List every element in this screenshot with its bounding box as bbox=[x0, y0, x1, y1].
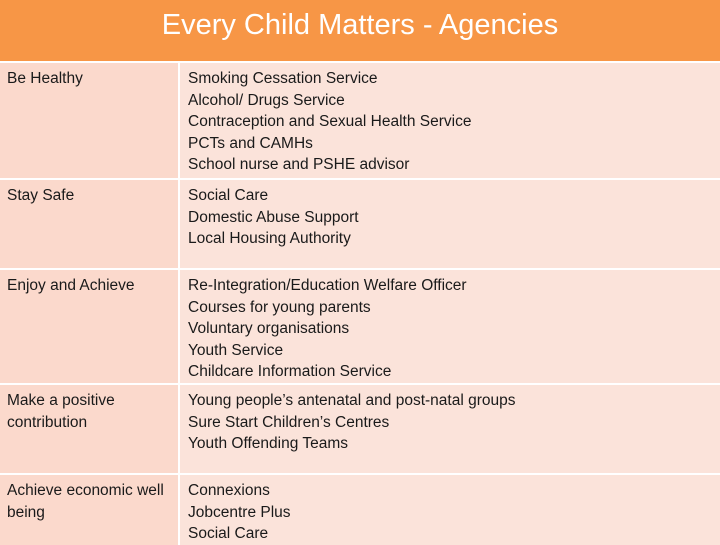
service-item: Youth Service bbox=[188, 341, 284, 359]
services-cell: Re-Integration/Education Welfare Officer… bbox=[178, 268, 720, 384]
service-item: Childcare Information Service bbox=[188, 363, 392, 381]
table-row: Enjoy and Achieve Re-Integration/Educati… bbox=[0, 268, 720, 384]
outcome-cell: Be Healthy bbox=[0, 61, 179, 179]
service-item: Smoking Cessation Service bbox=[188, 70, 378, 87]
service-item: Contraception and Sexual Health Service bbox=[188, 113, 472, 131]
service-item: Domestic Abuse Support bbox=[188, 208, 359, 226]
service-item: Jobcentre Plus bbox=[188, 503, 291, 521]
services-cell: Social Care Domestic Abuse Support Local… bbox=[178, 178, 720, 269]
services-cell: Connexions Jobcentre Plus Social Care bbox=[178, 473, 720, 545]
outcome-label: Enjoy and Achieve bbox=[7, 277, 135, 294]
outcome-cell: Stay Safe bbox=[0, 178, 179, 269]
table-row: Achieve economic well being Connexions J… bbox=[0, 473, 720, 545]
service-item: Sure Start Children’s Centres bbox=[188, 413, 390, 431]
service-item: Connexions bbox=[188, 482, 270, 499]
service-item: Alcohol/ Drugs Service bbox=[188, 91, 345, 109]
agencies-table: Be Healthy Smoking Cessation Service Alc… bbox=[0, 61, 720, 545]
outcome-label: Stay Safe bbox=[7, 187, 75, 204]
outcome-cell: Achieve economic well being bbox=[0, 473, 179, 545]
page-title: Every Child Matters - Agencies bbox=[161, 9, 559, 41]
service-item: Courses for young parents bbox=[188, 298, 371, 316]
service-item: School nurse and PSHE advisor bbox=[188, 156, 410, 174]
service-item: Local Housing Authority bbox=[188, 230, 351, 248]
service-item: Young people’s antenatal and post-natal … bbox=[188, 392, 516, 409]
service-item: PCTs and CAMHs bbox=[188, 134, 313, 152]
service-item: Voluntary organisations bbox=[188, 320, 350, 338]
outcome-label: Make a positive contribution bbox=[7, 392, 115, 431]
service-item: Social Care bbox=[188, 525, 269, 543]
table-row: Be Healthy Smoking Cessation Service Alc… bbox=[0, 61, 720, 179]
title-bar: Every Child Matters - Agencies bbox=[0, 0, 720, 61]
services-cell: Smoking Cessation Service Alcohol/ Drugs… bbox=[178, 61, 720, 179]
outcome-label: Achieve economic well being bbox=[7, 482, 164, 521]
service-item: Youth Offending Teams bbox=[188, 435, 349, 453]
services-cell: Young people’s antenatal and post-natal … bbox=[178, 383, 720, 474]
table-row: Stay Safe Social Care Domestic Abuse Sup… bbox=[0, 178, 720, 269]
service-item: Social Care bbox=[188, 187, 269, 204]
service-item: Re-Integration/Education Welfare Officer bbox=[188, 277, 467, 294]
table-row: Make a positive contribution Young peopl… bbox=[0, 383, 720, 474]
outcome-label: Be Healthy bbox=[7, 70, 83, 87]
outcome-cell: Make a positive contribution bbox=[0, 383, 179, 474]
outcome-cell: Enjoy and Achieve bbox=[0, 268, 179, 384]
